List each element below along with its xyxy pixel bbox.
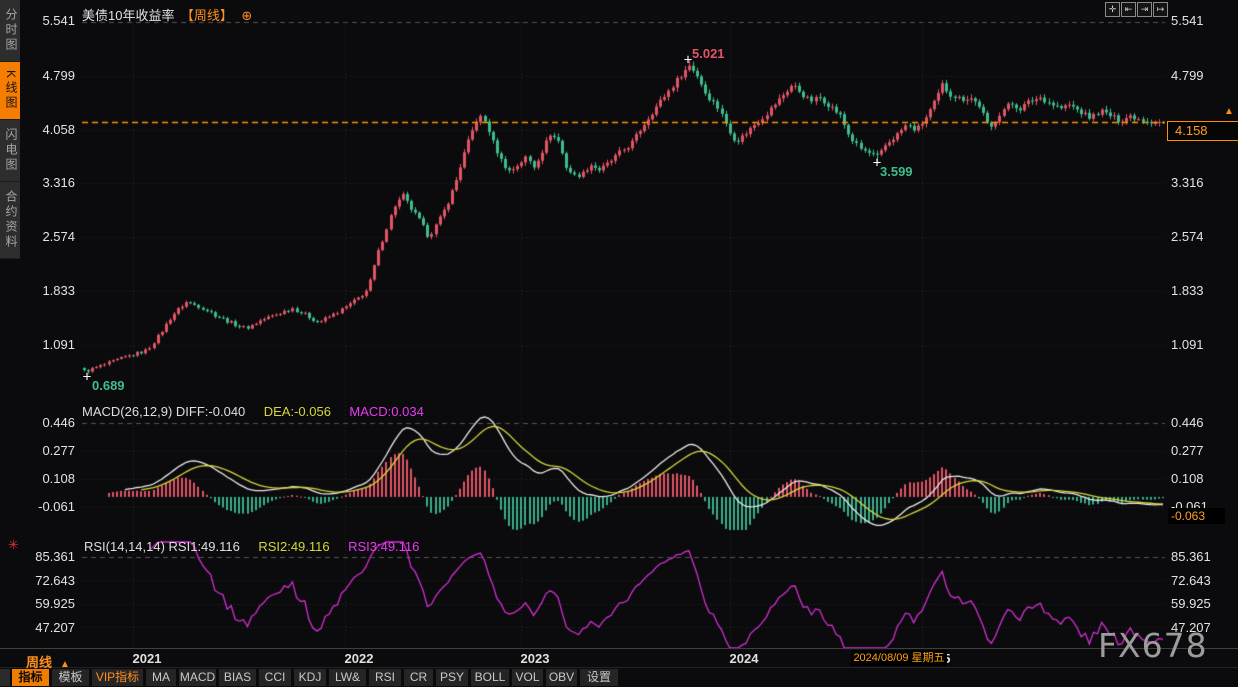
toolbar-button-obv[interactable]: OBV [546, 669, 577, 686]
toolbar-button-indicator[interactable]: 指标 [12, 669, 49, 686]
toolbar-button-bias[interactable]: BIAS [219, 669, 256, 686]
rsi-header: RSI(14,14,14) RSI1:49.116 RSI2:49.116 RS… [84, 538, 419, 556]
chart-title-bar: 美债10年收益率 【周线】 ⊕ [82, 5, 252, 25]
macd-dea-value: DEA:-0.056 [263, 404, 331, 419]
marked-low-mid-annotation: 3.599 [880, 164, 913, 179]
main-axis-label: 3.316 [42, 175, 75, 190]
main-axis-label: 5.541 [1171, 13, 1204, 28]
sidebar-item-contract-info[interactable]: 合约资料 [0, 182, 20, 260]
rsi3-value: RSI3:49.116 [348, 539, 420, 554]
macd-axis-label: 0.108 [42, 471, 75, 486]
macd-params-diff: MACD(26,12,9) DIFF:-0.040 [82, 404, 246, 419]
macd-last-value-label: -0.063 [1168, 508, 1225, 524]
main-axis-label: 1.091 [1171, 337, 1204, 352]
marked-low-start-annotation: 0.689 [92, 378, 125, 393]
macd-axis-label: 0.446 [1171, 415, 1204, 430]
chart-type-sidebar: 分时图 K线图 闪电图 合约资料 [0, 0, 20, 260]
rsi-axis-label: 59.925 [1171, 596, 1211, 611]
main-axis-label: 1.091 [42, 337, 75, 352]
sidebar-item-lightning-chart[interactable]: 闪电图 [0, 120, 20, 183]
rsi-axis-label: 47.207 [35, 620, 75, 635]
sidebar-item-time-chart[interactable]: 分时图 [0, 0, 20, 62]
rsi-axis-label: 59.925 [35, 596, 75, 611]
compress-right-icon[interactable]: ⇥ [1137, 2, 1152, 17]
main-axis-label: 2.574 [1171, 229, 1204, 244]
macd-axis-label: 0.108 [1171, 471, 1204, 486]
toolbar-stub [0, 669, 10, 686]
rsi-axis-label: 85.361 [35, 549, 75, 564]
rsi-axis-label: 85.361 [1171, 549, 1211, 564]
crosshair-marker: + [82, 368, 92, 386]
year-tick-label: 2022 [344, 651, 374, 666]
year-tick-label: 2023 [520, 651, 550, 666]
toolbar-button-ma[interactable]: MA [146, 669, 176, 686]
macd-hist-value: MACD:0.034 [349, 404, 424, 419]
main-axis-label: 2.574 [42, 229, 75, 244]
period-up-arrow-icon: ▲ [60, 659, 70, 670]
circle-plus-icon[interactable]: ⊕ [241, 8, 253, 23]
main-axis-label: 5.541 [42, 13, 75, 28]
goto-latest-icon[interactable]: ↦ [1153, 2, 1168, 17]
main-axis-label: 1.833 [1171, 283, 1204, 298]
rsi1-value: RSI(14,14,14) RSI1:49.116 [84, 539, 240, 554]
main-axis-label: 3.316 [1171, 175, 1204, 190]
year-tick-label: 2024 [729, 651, 759, 666]
macd-header: MACD(26,12,9) DIFF:-0.040 DEA:-0.056 MAC… [82, 403, 424, 421]
rsi-axis-label: 72.643 [1171, 573, 1211, 588]
toolbar-button-macd[interactable]: MACD [179, 669, 216, 686]
macd-axis-label: 0.277 [1171, 443, 1204, 458]
marked-high-annotation: 5.021 [692, 46, 725, 61]
period-selector-label: 周线 [26, 655, 53, 670]
move-crosshair-icon[interactable]: ✛ [1105, 2, 1120, 17]
main-axis-label: 4.799 [1171, 68, 1204, 83]
instrument-title: 美债10年收益率 [82, 8, 175, 23]
rsi-axis-label: 47.207 [1171, 620, 1211, 635]
macd-axis-label: -0.061 [38, 499, 75, 514]
crosshair-marker: + [872, 154, 882, 172]
compress-left-icon[interactable]: ⇤ [1121, 2, 1136, 17]
sidebar-item-kline-chart[interactable]: K线图 [0, 62, 20, 121]
toolbar-button-rsi[interactable]: RSI [369, 669, 401, 686]
current-price-label: 4.158 [1167, 121, 1238, 141]
rsi2-value: RSI2:49.116 [258, 539, 330, 554]
year-tick-label: 2021 [132, 651, 162, 666]
rsi-axis-label: 72.643 [35, 573, 75, 588]
toolbar-button-kdj[interactable]: KDJ [294, 669, 326, 686]
toolbar-button-boll[interactable]: BOLL [471, 669, 509, 686]
toolbar-button-cr[interactable]: CR [404, 669, 433, 686]
hot-indicator-icon: ✳ [8, 537, 19, 552]
toolbar-button-cci[interactable]: CCI [259, 669, 291, 686]
crosshair-marker: + [683, 51, 693, 69]
toolbar-separator [0, 667, 1238, 668]
toolbar-button-vol[interactable]: VOL [512, 669, 543, 686]
macd-axis-label: 0.277 [42, 443, 75, 458]
toolbar-button-lw[interactable]: LW& [329, 669, 366, 686]
main-axis-label: 4.058 [42, 122, 75, 137]
price-up-arrow-icon: ▲ [1224, 106, 1234, 117]
macd-axis-label: 0.446 [42, 415, 75, 430]
toolbar-button-vip-indicator[interactable]: VIP指标 [92, 669, 143, 686]
period-selector[interactable]: 周线 ▲ [26, 652, 70, 671]
main-axis-label: 1.833 [42, 283, 75, 298]
toolbar-button-template[interactable]: 模板 [52, 669, 89, 686]
crosshair-date-tooltip: 2024/08/09 星期五 [851, 650, 947, 666]
toolbar-button-settings[interactable]: 设置 [580, 669, 618, 686]
fx678-watermark: FX678 [1098, 626, 1208, 665]
main-axis-label: 4.799 [42, 68, 75, 83]
indicator-toolbar: 指标 模板 VIP指标 MA MACD BIAS CCI KDJ LW& RSI… [12, 669, 618, 686]
toolbar-button-psy[interactable]: PSY [436, 669, 468, 686]
axis-separator [0, 648, 1238, 649]
period-tag: 【周线】 [180, 8, 233, 23]
